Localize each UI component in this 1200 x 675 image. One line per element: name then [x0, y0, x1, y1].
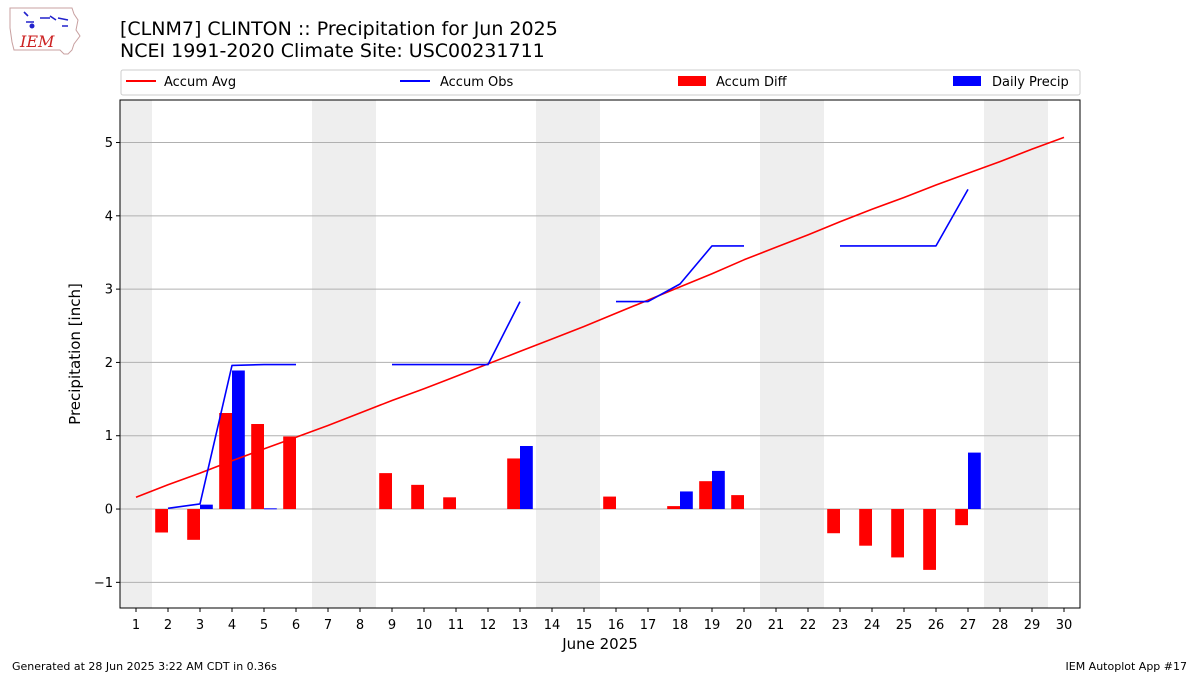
accum-diff-bar	[667, 506, 680, 510]
x-axis-label: June 2025	[561, 635, 638, 653]
y-axis-label: Precipitation [inch]	[66, 283, 84, 425]
daily-precip-bar	[232, 370, 245, 510]
accum-diff-bar	[507, 458, 520, 510]
x-tick-label: 21	[768, 618, 785, 633]
x-tick-label: 13	[512, 618, 529, 633]
weekend-shade-band	[984, 100, 1048, 608]
weekend-shade-band	[120, 100, 152, 608]
weather-glyphs-icon	[23, 11, 69, 27]
daily-precip-bar	[680, 491, 693, 510]
legend-label-accum-diff: Accum Diff	[716, 75, 788, 90]
x-tick-label: 24	[864, 618, 881, 633]
y-tick-label: 1	[105, 429, 113, 444]
legend-swatch-accum-diff	[678, 76, 706, 86]
x-tick-label: 20	[736, 618, 753, 633]
accum-diff-bar	[827, 509, 840, 534]
daily-precip-bar	[264, 508, 277, 510]
accum-obs-line	[840, 189, 969, 247]
daily-precip-bar	[712, 470, 725, 510]
x-tick-label: 10	[416, 618, 433, 633]
y-axis-ticks: −1 0 1 2 3 4 5	[94, 136, 120, 591]
accum-diff-bar	[219, 413, 232, 510]
y-tick-label: 2	[105, 356, 113, 371]
accum-diff-bar	[187, 509, 200, 540]
legend-swatch-daily-precip	[953, 76, 981, 86]
accum-diff-bar	[411, 484, 424, 510]
accum-diff-bar	[283, 436, 296, 510]
x-tick-label: 29	[1024, 618, 1041, 633]
y-tick-label: −1	[94, 576, 113, 591]
x-tick-label: 23	[832, 618, 849, 633]
x-tick-label: 28	[992, 618, 1009, 633]
legend: Accum Avg Accum Obs Accum Diff Daily Pre…	[120, 69, 1081, 96]
accum-diff-bar	[859, 509, 872, 546]
x-tick-label: 9	[388, 618, 396, 633]
x-tick-label: 30	[1056, 618, 1073, 633]
legend-label-daily-precip: Daily Precip	[992, 75, 1069, 90]
accum-obs-line	[616, 245, 744, 303]
x-tick-label: 12	[480, 618, 497, 633]
x-tick-label: 6	[292, 618, 300, 633]
accum-diff-bar	[731, 495, 744, 510]
x-tick-label: 3	[196, 618, 204, 633]
weekend-shade-band	[312, 100, 376, 608]
accum-diff-bar	[155, 509, 168, 533]
legend-label-accum-obs: Accum Obs	[440, 75, 513, 90]
legend-frame	[120, 69, 1081, 96]
x-tick-label: 25	[896, 618, 913, 633]
accum-diff-bar	[603, 496, 616, 510]
x-tick-label: 2	[164, 618, 172, 633]
autoplot-app-label: IEM Autoplot App #17	[1065, 660, 1188, 673]
x-tick-label: 27	[960, 618, 977, 633]
x-tick-label: 8	[356, 618, 364, 633]
accum-diff-bar	[443, 497, 456, 510]
lines-layer	[135, 136, 1065, 510]
chart-title: [CLNM7] CLINTON :: Precipitation for Jun…	[120, 18, 558, 40]
weekend-shade-band	[536, 100, 600, 608]
x-tick-label: 17	[640, 618, 657, 633]
x-tick-label: 19	[704, 618, 721, 633]
x-tick-label: 7	[324, 618, 332, 633]
x-tick-label: 22	[800, 618, 817, 633]
x-tick-label: 1	[132, 618, 140, 633]
x-tick-label: 15	[576, 618, 593, 633]
logo-text: IEM	[19, 32, 55, 51]
y-tick-label: 0	[105, 503, 113, 518]
accum-obs-line	[392, 301, 521, 366]
accum-diff-bar	[955, 509, 968, 526]
x-tick-label: 18	[672, 618, 689, 633]
accum-diff-bar	[891, 509, 904, 558]
accum-diff-bar	[923, 509, 936, 570]
plot-frame	[119, 99, 1081, 609]
generated-timestamp: Generated at 28 Jun 2025 3:22 AM CDT in …	[12, 660, 277, 673]
accum-avg-line	[135, 136, 1065, 499]
x-axis-ticks: 1 2 3 4 5 6 7 8 9 10 11 12 13 14 15 16 17 18 19 20 21 22 23 24 2…	[132, 608, 1072, 633]
daily-precip-bar	[520, 445, 533, 510]
accum-obs-line	[167, 363, 296, 510]
accum-diff-bar	[251, 424, 264, 510]
accum-diff-bar	[379, 473, 392, 510]
x-tick-label: 4	[228, 618, 236, 633]
x-tick-label: 5	[260, 618, 268, 633]
accum-diff-bar	[699, 481, 712, 510]
daily-precip-bar	[200, 504, 213, 510]
chart-subtitle: NCEI 1991-2020 Climate Site: USC00231711	[120, 40, 545, 62]
weather-dot-icon	[29, 23, 35, 29]
x-tick-label: 11	[448, 618, 465, 633]
y-tick-label: 4	[105, 209, 113, 224]
daily-precip-bar	[968, 452, 981, 510]
legend-label-accum-avg: Accum Avg	[164, 75, 236, 90]
y-tick-label: 3	[105, 283, 113, 298]
weekend-shade-band	[760, 100, 824, 608]
bars-layer	[155, 370, 981, 570]
x-tick-label: 26	[928, 618, 945, 633]
x-tick-label: 16	[608, 618, 625, 633]
weekend-shading	[120, 100, 1048, 608]
horizontal-gridlines	[120, 142, 1080, 583]
y-tick-label: 5	[105, 136, 113, 151]
x-tick-label: 14	[544, 618, 561, 633]
iowa-state-logo-icon: IEM	[9, 7, 81, 55]
